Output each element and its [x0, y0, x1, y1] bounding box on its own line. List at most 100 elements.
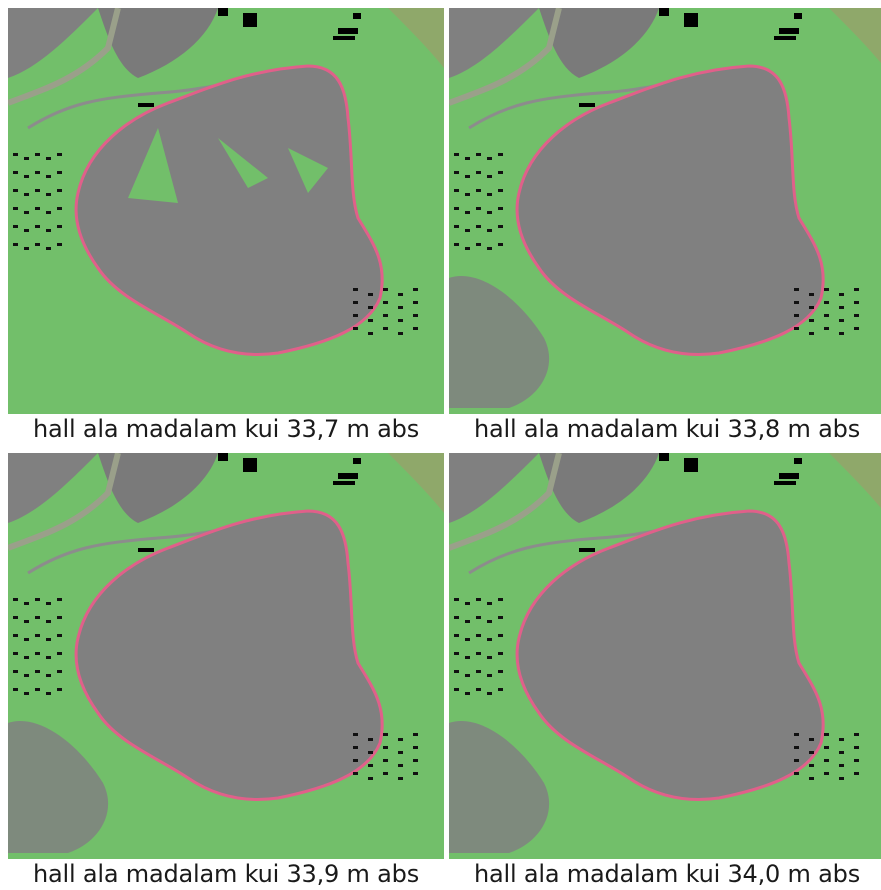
building — [465, 157, 470, 160]
building — [57, 652, 62, 655]
building — [794, 746, 799, 749]
building — [57, 688, 62, 691]
building — [35, 688, 40, 691]
building — [353, 759, 358, 762]
building — [13, 616, 18, 619]
building — [383, 288, 388, 291]
building — [839, 751, 844, 754]
building — [353, 772, 358, 775]
building — [487, 247, 492, 250]
building — [824, 759, 829, 762]
building — [839, 332, 844, 335]
low-area — [449, 721, 550, 853]
building — [809, 777, 814, 780]
map-image — [449, 8, 881, 444]
high-ground — [539, 453, 659, 523]
building — [824, 733, 829, 736]
building — [24, 620, 29, 623]
building — [476, 207, 481, 210]
building — [498, 189, 503, 192]
map-image — [8, 8, 444, 444]
building — [338, 473, 358, 479]
building — [684, 13, 698, 27]
building — [476, 652, 481, 655]
building — [413, 288, 418, 291]
building — [353, 13, 361, 19]
building — [24, 193, 29, 196]
building — [353, 733, 358, 736]
building — [353, 746, 358, 749]
map-panel: hall ala madalam kui 33,8 m abs — [449, 8, 881, 444]
high-ground — [829, 453, 881, 509]
building — [854, 759, 859, 762]
building — [454, 634, 459, 637]
building — [13, 598, 18, 601]
building — [487, 193, 492, 196]
building — [13, 670, 18, 673]
building — [465, 229, 470, 232]
building — [854, 772, 859, 775]
building — [398, 751, 403, 754]
building — [454, 670, 459, 673]
building — [46, 692, 51, 695]
building — [684, 458, 698, 472]
building — [579, 103, 595, 107]
building — [413, 759, 418, 762]
building — [794, 301, 799, 304]
building — [465, 247, 470, 250]
building — [839, 293, 844, 296]
caption: hall ala madalam kui 33,8 m abs — [449, 414, 881, 444]
building — [498, 207, 503, 210]
building — [413, 733, 418, 736]
building — [13, 189, 18, 192]
high-ground — [539, 8, 659, 78]
low-area — [8, 721, 109, 853]
building — [476, 616, 481, 619]
building — [794, 759, 799, 762]
building — [498, 171, 503, 174]
green-patch — [288, 148, 328, 193]
building — [138, 103, 154, 107]
building — [57, 616, 62, 619]
building — [854, 327, 859, 330]
building — [333, 36, 355, 40]
high-ground — [449, 8, 539, 78]
building — [487, 638, 492, 641]
building — [465, 656, 470, 659]
map-image — [449, 453, 881, 889]
road — [449, 453, 562, 551]
building — [454, 652, 459, 655]
building — [487, 157, 492, 160]
building — [368, 738, 373, 741]
building — [46, 229, 51, 232]
building — [454, 243, 459, 246]
building — [824, 314, 829, 317]
building — [413, 314, 418, 317]
building — [13, 688, 18, 691]
building — [465, 602, 470, 605]
high-ground — [98, 453, 218, 523]
building — [794, 314, 799, 317]
building — [487, 674, 492, 677]
building — [794, 458, 802, 464]
building — [46, 602, 51, 605]
road — [8, 453, 121, 551]
building — [498, 652, 503, 655]
building — [487, 620, 492, 623]
building — [35, 616, 40, 619]
building — [779, 473, 799, 479]
building — [854, 733, 859, 736]
high-ground — [8, 453, 98, 523]
building — [353, 301, 358, 304]
building — [454, 189, 459, 192]
building — [383, 327, 388, 330]
high-ground — [8, 8, 98, 78]
building — [476, 670, 481, 673]
building — [839, 738, 844, 741]
building — [824, 288, 829, 291]
building — [398, 738, 403, 741]
building — [333, 481, 355, 485]
lake-area — [515, 509, 825, 801]
building — [46, 656, 51, 659]
